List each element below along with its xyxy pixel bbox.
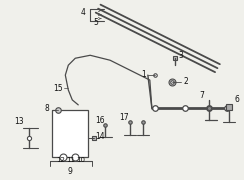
Text: 14: 14 [95, 132, 105, 141]
Text: 11: 11 [66, 158, 75, 163]
Text: 2: 2 [183, 76, 188, 86]
Text: 17: 17 [119, 113, 129, 122]
Text: 9: 9 [68, 167, 73, 176]
Text: 1: 1 [142, 70, 146, 79]
Text: 3: 3 [178, 51, 183, 60]
Text: 10: 10 [76, 158, 85, 163]
Text: 7: 7 [199, 91, 204, 100]
Text: 13: 13 [14, 117, 23, 126]
Text: 6: 6 [235, 95, 240, 104]
Text: 15: 15 [53, 84, 63, 93]
Text: 12: 12 [56, 158, 65, 163]
Text: 8: 8 [44, 104, 49, 113]
Text: 5: 5 [94, 18, 99, 27]
Bar [52, 110, 88, 158]
Text: 4: 4 [80, 8, 85, 17]
Text: 16: 16 [95, 116, 105, 125]
